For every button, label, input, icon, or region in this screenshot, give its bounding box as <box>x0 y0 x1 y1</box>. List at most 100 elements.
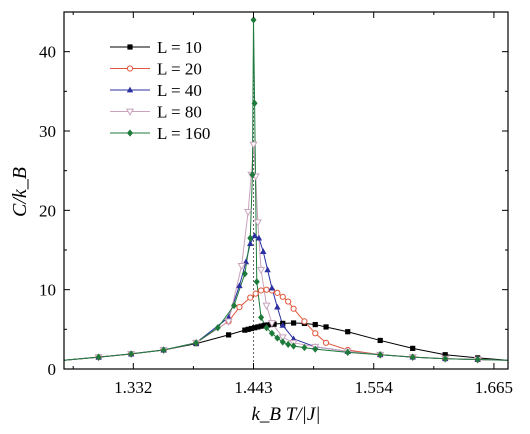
data-point-series-5 <box>474 355 481 364</box>
data-point-series-1 <box>312 321 318 328</box>
x-tick-label: 1.332 <box>114 378 152 397</box>
data-point-series-2 <box>257 287 265 294</box>
marker-layer <box>94 16 482 364</box>
data-point-series-4 <box>262 302 271 310</box>
data-point-series-3 <box>255 234 263 241</box>
data-point-series-4 <box>253 219 262 227</box>
data-point-series-5 <box>377 351 384 359</box>
data-point-series-5 <box>214 324 221 332</box>
data-point-series-3 <box>225 314 232 320</box>
data-point-series-5 <box>258 313 265 322</box>
data-point-series-3 <box>247 240 254 247</box>
data-point-series-4 <box>257 266 266 275</box>
y-tick-label: 40 <box>39 43 56 62</box>
data-point-series-4 <box>224 318 233 326</box>
data-point-series-2 <box>252 290 259 297</box>
data-point-series-2 <box>322 339 330 346</box>
data-point-series-4 <box>237 262 246 271</box>
data-point-series-5 <box>193 339 200 347</box>
data-point-series-1 <box>248 325 254 332</box>
data-point-series-4 <box>244 209 253 217</box>
series-line-5 <box>64 19 508 361</box>
data-point-series-5 <box>279 338 286 346</box>
data-point-series-5 <box>128 350 135 358</box>
y-tick-label: 0 <box>48 360 57 379</box>
data-point-series-3 <box>268 284 276 291</box>
data-point-series-5 <box>231 301 238 310</box>
legend-label-2: L = 20 <box>157 60 202 79</box>
data-point-series-1 <box>410 345 416 351</box>
data-point-series-1 <box>226 332 232 338</box>
data-point-series-1 <box>271 321 277 327</box>
data-point-series-1 <box>245 326 251 332</box>
data-point-series-5 <box>247 234 254 242</box>
legend-label-4: L = 80 <box>157 103 202 122</box>
data-point-series-5 <box>344 348 351 356</box>
data-point-series-5 <box>268 329 275 337</box>
data-point-series-3 <box>290 335 297 342</box>
data-point-series-5 <box>250 16 257 24</box>
data-point-series-5 <box>95 353 102 361</box>
legend-label-3: L = 40 <box>157 81 202 100</box>
series-line-4 <box>64 144 508 361</box>
data-point-series-2 <box>301 318 308 325</box>
data-point-series-5 <box>442 355 449 363</box>
x-axis-label: k_B T/|J| <box>251 404 320 425</box>
data-point-series-4 <box>278 334 287 342</box>
data-point-series-2 <box>263 286 270 293</box>
y-tick-label: 30 <box>39 122 56 141</box>
y-tick-label: 20 <box>39 201 56 220</box>
y-axis-label: C/k_B <box>9 167 31 217</box>
data-point-series-1 <box>377 337 383 344</box>
data-point-series-2 <box>285 298 292 305</box>
data-point-series-1 <box>261 322 267 328</box>
data-point-series-1 <box>255 324 261 330</box>
legend-marker-3 <box>126 86 134 93</box>
data-point-series-5 <box>249 171 256 179</box>
data-point-series-3 <box>236 282 243 289</box>
data-point-series-3 <box>274 303 281 310</box>
data-point-series-5 <box>253 278 260 286</box>
data-point-series-5 <box>285 340 292 349</box>
data-point-series-5 <box>301 343 308 352</box>
data-point-series-5 <box>274 334 281 342</box>
legend-marker-5 <box>127 129 133 137</box>
y-tick-label: 10 <box>39 281 56 300</box>
plot-frame <box>63 11 509 370</box>
x-tick-label: 1.443 <box>234 378 272 397</box>
data-point-series-2 <box>274 289 281 296</box>
x-tick-label: 1.554 <box>355 378 394 397</box>
data-point-series-5 <box>241 270 248 278</box>
data-point-series-1 <box>345 329 351 335</box>
data-point-series-2 <box>279 293 286 300</box>
data-point-series-4 <box>249 141 258 149</box>
legend-label-1: L = 10 <box>157 38 202 57</box>
data-point-series-5 <box>312 345 319 353</box>
data-point-series-3 <box>242 258 250 265</box>
data-point-series-1 <box>251 325 258 331</box>
data-point-series-5 <box>160 346 167 354</box>
data-point-series-5 <box>263 324 270 332</box>
data-point-series-5 <box>251 99 258 107</box>
data-point-series-3 <box>279 321 286 328</box>
data-point-series-1 <box>242 327 248 333</box>
data-point-series-3 <box>260 248 267 254</box>
data-point-series-1 <box>264 322 271 328</box>
series-line-3 <box>64 235 508 361</box>
legend-marker-4 <box>125 108 135 116</box>
axis-ticks: 1.332 1.443 1.554 1.665 0 10 20 30 40 <box>39 12 513 397</box>
data-point-series-1 <box>258 323 264 329</box>
data-point-series-2 <box>290 305 297 312</box>
data-point-series-3 <box>251 232 258 239</box>
legend-marker-1 <box>127 44 133 50</box>
legend-label-5: L = 160 <box>157 124 210 143</box>
data-point-series-1 <box>290 320 297 326</box>
data-point-series-3 <box>264 266 271 273</box>
data-point-series-2 <box>236 304 243 311</box>
data-point-series-5 <box>290 342 297 350</box>
x-tick-label: 1.665 <box>475 378 513 397</box>
legend-marker-2 <box>126 65 134 72</box>
legend: L = 10 L = 20 L = 40 L = 80 L = 160 <box>110 38 210 143</box>
data-point-series-1 <box>442 352 448 358</box>
